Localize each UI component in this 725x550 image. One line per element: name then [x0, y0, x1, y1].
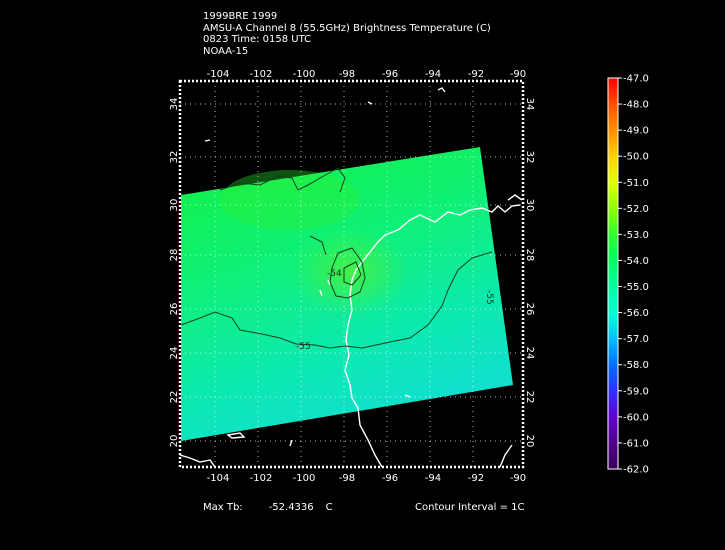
- colorbar-label: -53.0: [623, 230, 649, 241]
- lat-tick-label: 26: [169, 303, 180, 316]
- colorbar-label: -59.0: [623, 386, 649, 397]
- colorbar-label: -58.0: [623, 360, 649, 371]
- max-tb-label: Max Tb:: [203, 502, 243, 513]
- colorbar-label: -61.0: [623, 438, 649, 449]
- lat-tick-label: 34: [169, 98, 180, 111]
- colorbar-label: -48.0: [623, 100, 649, 111]
- lat-tick-label: 32: [524, 151, 535, 164]
- map-grid: [180, 81, 523, 467]
- colorbar-label: -49.0: [623, 126, 649, 137]
- lon-tick-label: -96: [382, 69, 398, 80]
- lon-tick-label: -100: [293, 69, 316, 80]
- lat-labels-left: 20 22 24 26 28 30 32 34: [169, 98, 180, 448]
- lat-tick-label: 20: [524, 435, 535, 448]
- colorbar-label: -62.0: [623, 465, 649, 476]
- title-satellite: NOAA-15: [203, 45, 249, 57]
- lat-tick-label: 24: [524, 347, 535, 360]
- max-tb-unit: C: [325, 502, 333, 513]
- contour-label: -55: [296, 342, 311, 352]
- lat-tick-label: 28: [524, 249, 535, 262]
- lon-tick-label: -94: [425, 69, 441, 80]
- lon-tick-label: -96: [382, 473, 398, 484]
- colorbar-label: -47.0: [623, 74, 649, 85]
- lon-tick-label: -92: [468, 69, 484, 80]
- lat-tick-label: 20: [169, 435, 180, 448]
- lon-tick-label: -100: [293, 473, 316, 484]
- lat-tick-label: 22: [169, 391, 180, 404]
- lat-tick-label: 32: [169, 151, 180, 164]
- lat-tick-label: 30: [169, 199, 180, 212]
- colorbar-label: -54.0: [623, 256, 649, 267]
- title-time: 0823 Time: 0158 UTC: [203, 34, 312, 45]
- lon-tick-label: -104: [207, 473, 230, 484]
- colorbar-label: -56.0: [623, 308, 649, 319]
- title-channel: AMSU-A Channel 8 (55.5GHz) Brightness Te…: [203, 22, 491, 34]
- lat-tick-label: 30: [524, 199, 535, 212]
- coastline: [180, 87, 523, 467]
- lon-tick-label: -102: [250, 69, 273, 80]
- max-tb-value: -52.4336: [268, 502, 314, 513]
- map-frame: [178, 79, 525, 469]
- colorbar-scale: [607, 77, 619, 470]
- lon-tick-label: -98: [339, 473, 355, 484]
- lat-tick-label: 26: [524, 303, 535, 316]
- map-title-block: 1999BRE 1999 AMSU-A Channel 8 (55.5GHz) …: [203, 11, 491, 57]
- max-tb-readout: Max Tb: -52.4336 C: [203, 502, 333, 513]
- contour-label: -54: [327, 269, 342, 279]
- lat-tick-label: 34: [524, 98, 535, 111]
- lon-labels-bottom: -104 -102 -100 -98 -96 -94 -92 -90: [207, 473, 527, 484]
- lat-labels-right: 20 22 24 26 28 30 32 34: [524, 98, 535, 448]
- contour-interval: Contour Interval = 1C: [415, 502, 525, 513]
- lat-tick-label: 24: [169, 347, 180, 360]
- contour-lines: [180, 167, 493, 349]
- colorbar-label: -55.0: [623, 282, 649, 293]
- lon-labels-top: -104 -102 -100 -98 -96 -94 -92 -90: [207, 69, 527, 80]
- lon-tick-label: -92: [468, 473, 484, 484]
- colorbar: -47.0 -48.0 -49.0 -50.0 -51.0 -52.0 -53.0 -54.0…: [607, 74, 649, 476]
- colorbar-label: -50.0: [623, 152, 649, 163]
- lon-tick-label: -104: [207, 69, 230, 80]
- colorbar-label: -60.0: [623, 412, 649, 423]
- colorbar-label: -52.0: [623, 204, 649, 215]
- lon-tick-label: -90: [510, 69, 526, 80]
- title-storm-year: 1999BRE 1999: [203, 11, 278, 22]
- colorbar-label: -51.0: [623, 178, 649, 189]
- lon-tick-label: -102: [250, 473, 273, 484]
- lon-tick-label: -90: [510, 473, 526, 484]
- lon-tick-label: -94: [425, 473, 441, 484]
- colorbar-label: -57.0: [623, 334, 649, 345]
- lon-tick-label: -98: [339, 69, 355, 80]
- lat-tick-label: 28: [169, 249, 180, 262]
- lat-tick-label: 22: [524, 391, 535, 404]
- contour-label: -55: [484, 290, 494, 305]
